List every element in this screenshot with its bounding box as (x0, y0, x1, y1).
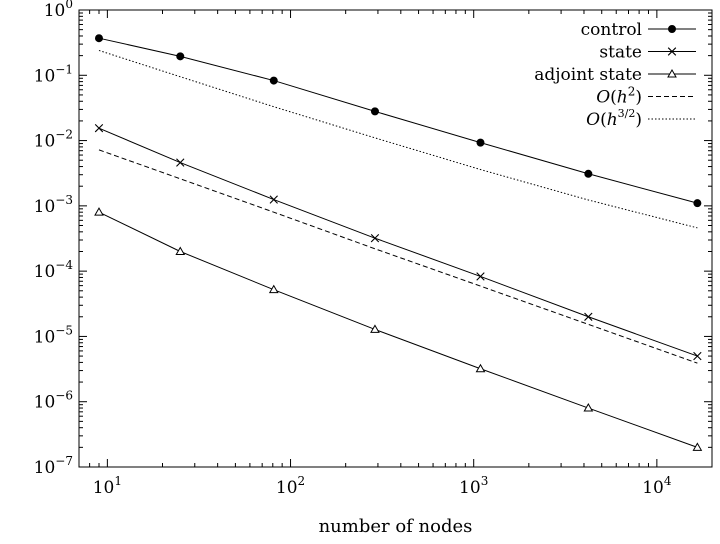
x-axis-ticks: 101 102 103 104 (89, 10, 672, 498)
series-line (98, 49, 698, 229)
y-tick-label: 10−3 (34, 193, 73, 217)
legend-label: adjoint state (534, 65, 642, 85)
data-point (176, 52, 185, 61)
legend-marker (667, 47, 677, 56)
x-tick-label: 104 (642, 474, 672, 498)
data-point (584, 169, 593, 178)
legend-label: O(h3/2) (586, 107, 642, 130)
data-point (370, 107, 379, 116)
data-point (94, 207, 104, 216)
x-tick-label: 101 (93, 474, 122, 498)
y-axis-ticks: 100 10−1 10−2 10−3 10−4 10−5 10−6 10−7 (34, 0, 712, 478)
x-tick-label: 103 (459, 474, 488, 498)
y-tick-label: 100 (44, 0, 73, 21)
x-axis-label: number of nodes (319, 516, 473, 537)
series-line (98, 127, 698, 357)
data-point (583, 403, 594, 412)
y-tick-label: 10−2 (34, 128, 73, 152)
data-point (94, 34, 103, 43)
series-layer (94, 34, 703, 451)
y-tick-label: 10−5 (34, 323, 73, 347)
data-point (268, 284, 279, 294)
y-tick-label: 10−4 (34, 258, 74, 282)
series-0 (94, 34, 702, 208)
data-point (94, 123, 104, 133)
data-point (693, 199, 702, 208)
legend-marker (668, 25, 676, 33)
data-point (476, 272, 485, 281)
y-tick-label: 10−1 (34, 62, 73, 86)
series-4 (98, 49, 698, 229)
series-3 (98, 149, 698, 364)
legend-item: control (581, 20, 696, 40)
data-point (370, 324, 380, 333)
series-1 (94, 123, 702, 361)
series-line (98, 211, 698, 448)
plot-border (78, 9, 713, 468)
legend-item: O(h2) (596, 85, 696, 108)
legend-label: control (581, 20, 642, 40)
legend-item: adjoint state (534, 65, 696, 85)
data-point (584, 312, 593, 321)
data-point (175, 246, 186, 255)
data-point (269, 76, 278, 85)
legend-marker (667, 68, 677, 78)
data-point (370, 233, 380, 243)
data-point (176, 158, 185, 167)
data-point (693, 351, 702, 361)
series-2 (94, 207, 703, 451)
legend-label: O(h2) (596, 85, 642, 108)
data-point (475, 363, 486, 373)
y-tick-label: 10−6 (34, 389, 73, 413)
x-tick-label: 102 (276, 474, 305, 498)
data-point (476, 138, 485, 147)
legend-item: state (599, 43, 696, 63)
legend-label: state (599, 43, 642, 63)
data-point (269, 195, 278, 204)
plot-frame (78, 9, 713, 468)
data-point (692, 442, 703, 451)
y-tick-label: 10−7 (34, 454, 73, 478)
legend-item: O(h3/2) (586, 107, 696, 130)
series-line (98, 149, 698, 364)
